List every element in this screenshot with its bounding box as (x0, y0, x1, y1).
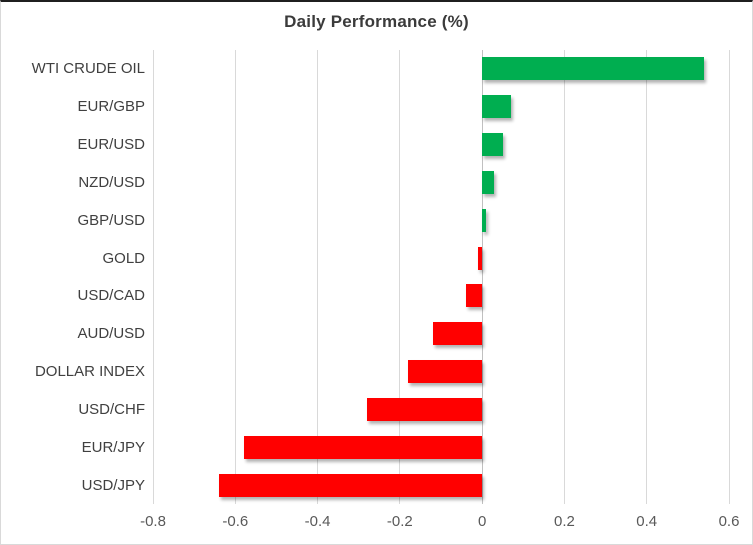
gridline (234, 50, 236, 504)
gridline (728, 50, 730, 504)
bar-aud-usd (432, 322, 483, 346)
y-axis-category-labels: WTI CRUDE OIL EUR/GBP EUR/USD NZD/USD GBP/US… (1, 50, 145, 504)
bar-usd-cad (465, 284, 483, 308)
x-tick-label: 0.2 (553, 513, 575, 530)
category-label: GBP/USD (77, 211, 145, 229)
plot-area (152, 50, 730, 504)
category-label: NZD/USD (78, 173, 145, 191)
category-label: DOLLAR INDEX (34, 363, 145, 381)
zero-axis-line (481, 50, 483, 504)
x-axis: -0.8 -0.6 -0.4 -0.2 0 0.2 0.4 0.6 (140, 513, 739, 535)
x-tick-label: 0.6 (718, 513, 740, 530)
x-tick-label: 0 (477, 513, 487, 530)
gridline (563, 50, 565, 504)
chart-title: Daily Performance (%) (284, 12, 469, 31)
bar-gold (478, 246, 483, 270)
gridline (317, 50, 319, 504)
x-tick-label: -0.2 (386, 513, 413, 530)
bar-wti-crude-oil (482, 57, 705, 81)
category-label: GOLD (102, 249, 145, 267)
category-label: AUD/USD (77, 325, 145, 343)
category-label: USD/CAD (77, 287, 145, 305)
bar-eur-gbp (482, 95, 511, 119)
gridline (399, 50, 401, 504)
category-label: USD/JPY (81, 476, 145, 494)
bar-gbp-usd (482, 208, 487, 232)
bar-nzd-usd (482, 170, 495, 194)
category-label: EUR/USD (77, 136, 145, 154)
category-label: EUR/JPY (81, 438, 145, 456)
bar-eur-jpy (243, 435, 483, 459)
x-tick-label: -0.4 (304, 513, 331, 530)
bar-usd-jpy (218, 473, 483, 497)
bar-usd-chf (366, 397, 483, 421)
category-label: EUR/GBP (77, 98, 145, 116)
bar-eur-usd (482, 133, 503, 157)
category-label: WTI CRUDE OIL (31, 60, 145, 78)
x-tick-label: -0.8 (140, 513, 166, 530)
bar-dollar-index (408, 360, 483, 384)
x-tick-label: -0.6 (222, 513, 249, 530)
x-tick-label: 0.4 (636, 513, 658, 530)
gridline (646, 50, 648, 504)
category-label: USD/CHF (78, 400, 145, 418)
gridline (152, 50, 154, 504)
